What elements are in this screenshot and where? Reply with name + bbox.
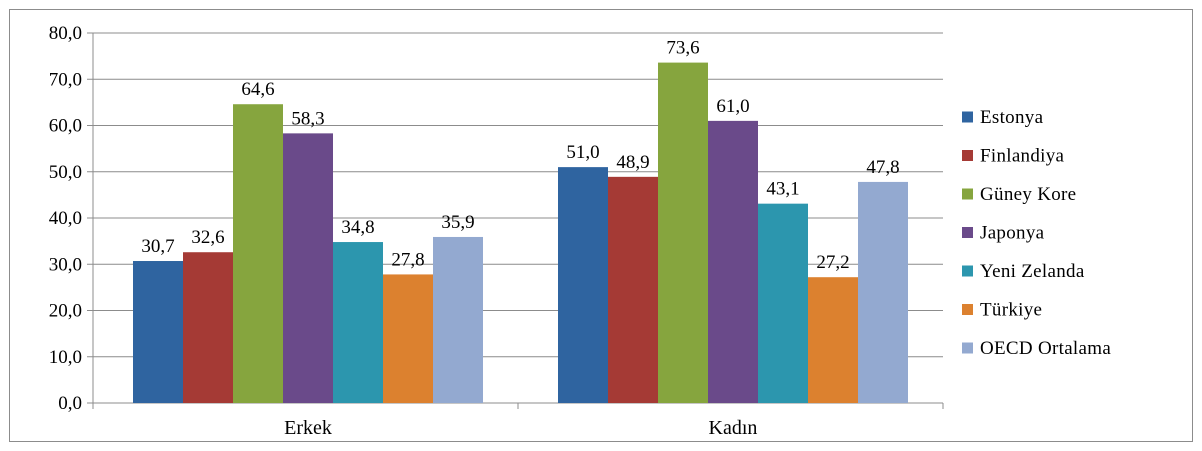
legend-label: Finlandiya [980,146,1065,167]
bar [758,203,808,403]
legend-label: Japonya [980,223,1045,244]
data-labels: 30,7 32,6 64,6 58,3 34,8 27,8 35,9 51,0 48,9 73,6… [141,38,899,274]
y-tick-label: 30,0 [49,254,82,275]
y-tick-label: 20,0 [49,301,82,322]
data-label: 35,9 [441,212,474,233]
y-tick-label: 60,0 [49,116,82,137]
legend-swatch [962,111,973,123]
data-label: 58,3 [291,108,324,129]
legend-label: Güney Kore [980,184,1076,205]
y-tick-label: 0,0 [58,393,82,414]
data-label: 27,2 [816,252,849,273]
legend-swatch [962,227,973,238]
legend-swatch [962,150,973,161]
data-label: 51,0 [566,142,599,163]
y-tick-label: 50,0 [49,162,82,183]
bar [608,176,658,403]
legend-swatch [962,304,973,315]
bars [133,62,908,404]
data-label: 73,6 [666,38,699,59]
legend-label: Türkiye [980,300,1042,321]
bar [283,133,333,404]
x-category-label: Erkek [284,417,332,439]
bar [233,104,283,403]
y-tick-label: 70,0 [49,69,82,90]
data-label: 32,6 [191,227,224,248]
axes: 0,0 10,0 20,0 30,0 40,0 50,0 60,0 70,0 80,0 Erkek… [49,23,944,439]
y-tick-label: 10,0 [49,347,82,368]
data-label: 27,8 [391,249,424,270]
x-category-label: Kadın [709,417,758,439]
legend-swatch [962,342,973,354]
data-label: 34,8 [341,217,374,238]
bar [808,277,858,403]
bar [183,252,233,403]
legend-swatch [962,188,973,200]
data-label: 64,6 [241,79,274,100]
legend: Estonya Finlandiya Güney Kore Japonya Yeni Z… [962,107,1111,359]
data-label: 47,8 [866,157,899,178]
bar [658,62,708,403]
legend-label: Estonya [980,107,1044,128]
y-tick-label: 80,0 [49,23,82,44]
data-label: 30,7 [141,236,174,257]
bar [383,274,433,403]
bar [133,261,183,403]
data-label: 48,9 [616,152,649,173]
bar [558,167,608,403]
y-tick-label: 40,0 [49,208,82,229]
bar [433,236,483,403]
bar [333,242,383,403]
bar [858,181,908,403]
legend-label: OECD Ortalama [980,338,1111,359]
data-label: 43,1 [766,179,799,200]
data-label: 61,0 [716,96,749,117]
bar [708,120,758,403]
legend-swatch [962,265,973,277]
legend-label: Yeni Zelanda [980,261,1085,282]
